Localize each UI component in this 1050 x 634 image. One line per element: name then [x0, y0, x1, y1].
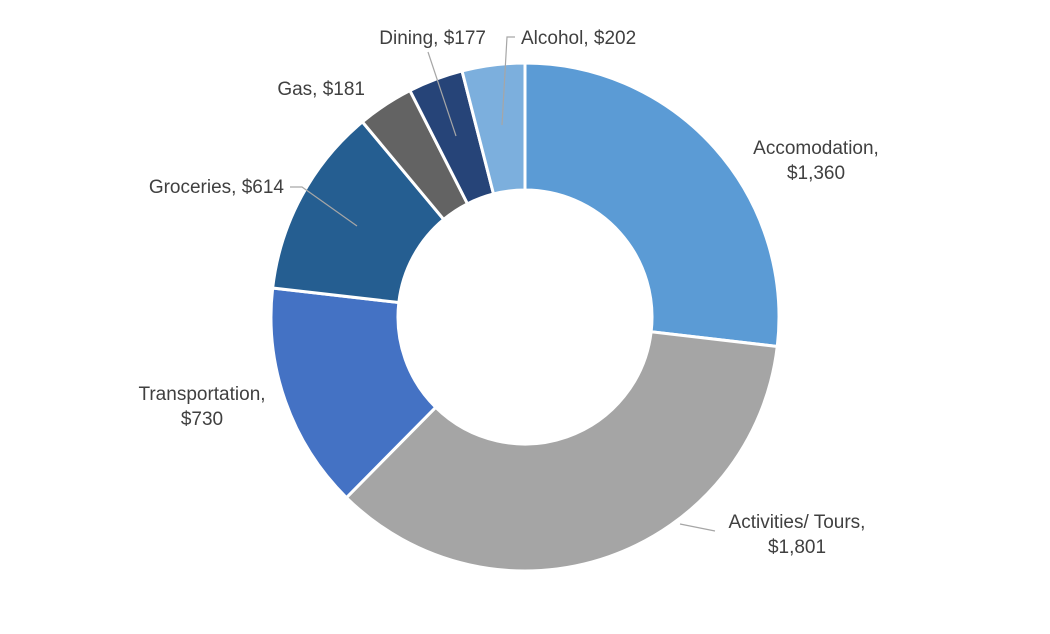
slice-activities-tours [344, 330, 779, 573]
data-label-accomodation: Accomodation, $1,360 [753, 138, 879, 184]
data-label-line: Activities/ Tours, [729, 512, 866, 533]
slice-transportation [269, 286, 438, 500]
data-labels-group: Accomodation, $1,360 Activities/ Tours, $1,… [138, 28, 878, 558]
data-label-transportation: Transportation, $730 [138, 384, 265, 430]
data-label-line: $1,360 [787, 163, 845, 184]
leader-line-groceries [290, 186, 358, 227]
slices-group [269, 61, 781, 573]
data-label-line: Alcohol, $202 [521, 28, 636, 49]
data-label-line: Dining, $177 [379, 28, 486, 49]
data-label-line: Gas, $181 [277, 79, 365, 100]
data-label-line: $730 [181, 409, 223, 430]
leader-lines-group [290, 36, 716, 532]
data-label-activities-tours: Activities/ Tours, $1,801 [729, 512, 866, 558]
data-label-line: $1,801 [768, 537, 826, 558]
data-label-gas: Gas, $181 [277, 79, 365, 100]
leader-line-activities-tours [679, 523, 716, 532]
data-label-dining: Dining, $177 [379, 28, 486, 49]
data-label-line: Transportation, [138, 384, 265, 405]
data-label-groceries: Groceries, $614 [149, 177, 285, 198]
data-label-alcohol: Alcohol, $202 [521, 28, 636, 49]
data-label-line: Accomodation, [753, 138, 879, 159]
leader-line-alcohol [501, 36, 515, 126]
data-label-line: Groceries, $614 [149, 177, 285, 198]
slice-alcohol [460, 61, 527, 196]
slice-accomodation [523, 61, 781, 349]
leader-line-dining [427, 51, 457, 137]
